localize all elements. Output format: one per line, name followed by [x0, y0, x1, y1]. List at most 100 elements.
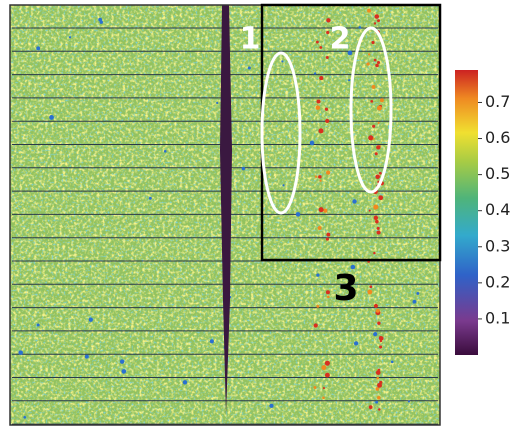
- spot: [325, 373, 330, 378]
- spot: [318, 226, 322, 230]
- spot: [317, 99, 321, 103]
- spot: [369, 210, 371, 212]
- colorbar: [455, 70, 478, 355]
- spot: [366, 62, 369, 65]
- spot: [69, 36, 71, 38]
- spot: [378, 195, 383, 200]
- spot: [373, 332, 377, 336]
- spot: [374, 59, 377, 62]
- tick-label: 0.6: [485, 128, 510, 147]
- spot: [375, 174, 380, 179]
- spot: [358, 26, 361, 29]
- spot: [183, 380, 187, 384]
- spot: [413, 300, 417, 304]
- tick-label: 0.2: [485, 272, 510, 291]
- spot: [325, 119, 329, 123]
- spot: [376, 309, 380, 313]
- spot: [371, 41, 374, 44]
- spot: [325, 108, 328, 111]
- spot: [210, 339, 214, 343]
- spot: [375, 387, 379, 391]
- spot: [318, 128, 323, 133]
- spot: [120, 359, 124, 363]
- spot: [369, 405, 373, 409]
- spot: [372, 125, 375, 128]
- spot: [326, 233, 330, 237]
- spot: [37, 323, 40, 326]
- tick-label: 0.5: [485, 164, 510, 183]
- spot: [377, 322, 380, 325]
- spot: [368, 53, 370, 55]
- spot: [248, 67, 251, 70]
- spot: [319, 76, 323, 80]
- spot: [378, 408, 380, 410]
- spot: [98, 18, 102, 22]
- tick-label: 0.7: [485, 92, 510, 111]
- spot: [375, 401, 378, 404]
- spot: [376, 230, 380, 234]
- tick-label: 0.1: [485, 308, 510, 327]
- spot: [326, 171, 330, 175]
- spot: [373, 252, 375, 254]
- tick-label: 0.4: [485, 200, 510, 219]
- spot: [377, 106, 382, 111]
- spot: [327, 296, 330, 299]
- spot: [164, 150, 167, 153]
- spot: [149, 197, 152, 200]
- spot: [367, 290, 372, 295]
- spot: [316, 105, 321, 110]
- figure: 1 2 3 0.1 0.2 0.3 0.4 0.5 0.6 0.7: [0, 0, 524, 432]
- spot: [314, 323, 318, 327]
- spot: [319, 46, 322, 49]
- spot: [378, 122, 380, 124]
- spot: [370, 100, 373, 103]
- spot: [325, 361, 330, 366]
- spot: [379, 346, 382, 349]
- spot: [323, 209, 327, 213]
- spot: [375, 220, 379, 224]
- spot: [319, 207, 324, 212]
- spot: [281, 60, 283, 62]
- spot: [326, 238, 329, 241]
- spot: [374, 14, 379, 19]
- spot: [376, 377, 379, 380]
- spot: [322, 396, 325, 399]
- annotation-2: 2: [330, 22, 351, 57]
- spot: [321, 365, 326, 370]
- annotation-1: 1: [240, 22, 261, 57]
- spot: [315, 176, 317, 178]
- spot: [374, 216, 378, 220]
- spot: [316, 305, 319, 308]
- spot: [310, 141, 315, 146]
- spot: [377, 396, 381, 400]
- colorbar-ticks: 0.1 0.2 0.3 0.4 0.5 0.6 0.7: [478, 92, 510, 327]
- spot: [319, 180, 321, 182]
- spot: [377, 61, 380, 64]
- spot: [296, 212, 301, 217]
- spot: [85, 355, 89, 359]
- spot: [391, 361, 394, 364]
- spot: [374, 22, 376, 24]
- spot: [49, 115, 54, 120]
- spot: [323, 387, 325, 389]
- annotation-3: 3: [333, 268, 358, 309]
- spot: [269, 404, 273, 408]
- spot: [318, 175, 322, 179]
- spot: [314, 386, 317, 389]
- spot: [379, 336, 383, 340]
- spot: [283, 184, 285, 186]
- spot: [376, 145, 380, 149]
- spot: [372, 85, 376, 89]
- spot: [379, 172, 382, 175]
- tick-label: 0.3: [485, 236, 510, 255]
- spot: [374, 304, 378, 308]
- spot: [375, 152, 378, 155]
- spot: [373, 204, 378, 209]
- spot: [216, 102, 218, 104]
- spot: [408, 400, 410, 402]
- spot: [326, 56, 329, 59]
- spot: [352, 199, 356, 203]
- spot: [316, 274, 319, 277]
- spot: [367, 9, 371, 13]
- spot: [89, 318, 93, 322]
